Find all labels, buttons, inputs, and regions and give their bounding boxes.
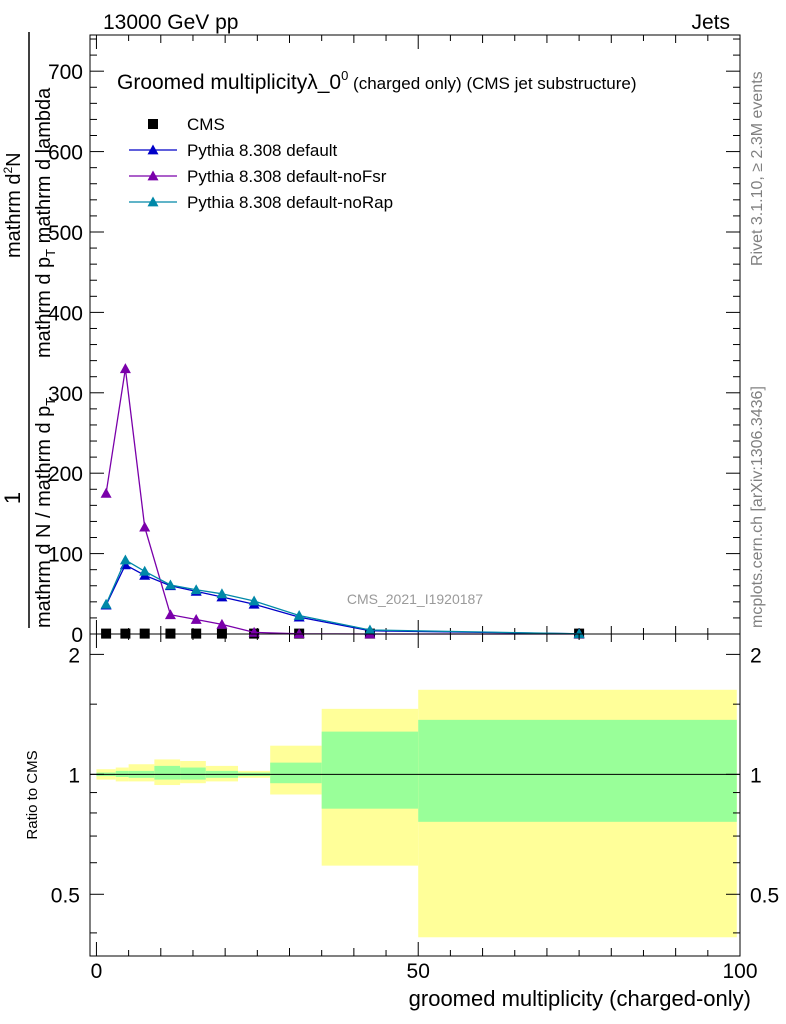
- data-point-pythia-8-308-default-norap: [100, 598, 112, 609]
- plot-title: Groomed multiplicityλ_00 (charged only) …: [117, 68, 636, 94]
- data-point-pythia-8-308-default-nofsr: [293, 628, 305, 639]
- legend-marker: [147, 144, 159, 155]
- data-point-pythia-8-308-default-nofsr: [100, 487, 112, 498]
- main-y-tick-label: 300: [48, 383, 83, 406]
- series-line-pythia-8-308-default-norap: [105, 559, 580, 635]
- ratio-frame: [89, 633, 741, 957]
- ratio-axes: 0.5 0.5 1 1 2 2 0 50 100: [51, 634, 779, 983]
- main-series-layer: [100, 363, 585, 639]
- ratio-panel: 0.5 0.5 1 1 2 2 0 50 100 Ratio to CMS groomed mu…: [24, 633, 779, 1011]
- main-y-tick-label: 600: [48, 142, 83, 165]
- x-axis-label: groomed multiplicity (charged-only): [409, 986, 751, 1011]
- legend-label: CMS: [187, 115, 225, 134]
- data-point-pythia-8-308-default-norap: [164, 579, 176, 590]
- main-y-tick-label: 200: [48, 463, 83, 486]
- ratio-y-tick-label: 0.5: [51, 884, 80, 907]
- ylabel-numerator2-sup: 2: [1, 167, 15, 174]
- legend: CMS Pythia 8.308 default Pythia 8.308 defa…: [129, 115, 393, 212]
- x-tick-label: 0: [91, 960, 103, 983]
- ylabel-numerator2-text: mathrm d: [3, 174, 25, 258]
- data-point-pythia-8-308-default-norap: [364, 624, 376, 635]
- ratio-y-tick-label-right: 2: [750, 644, 762, 667]
- ratio-y-axis-label: Ratio to CMS: [24, 750, 41, 839]
- title-sup: 0: [341, 68, 348, 83]
- ylabel-numerator2: mathrm d2N: [1, 152, 25, 258]
- ylabel-denominator: mathrm d N / mathrm d pT: [33, 398, 58, 628]
- x-tick-label: 50: [407, 960, 430, 983]
- title-main: Groomed multiplicityλ_0: [117, 71, 341, 94]
- rivet-label: Rivet 3.1.10, ≥ 2.3M events: [749, 71, 766, 266]
- ratio-band-inner: [270, 762, 322, 784]
- ylabel-denominator2-sub: T: [43, 249, 58, 257]
- data-point-pythia-8-308-default-norap: [139, 565, 151, 576]
- ylabel-denominator-text: mathrm d N / mathrm d p: [33, 406, 55, 628]
- title-tail: (charged only) (CMS jet substructure): [348, 74, 636, 93]
- analysis-label: CMS_2021_I1920187: [347, 591, 483, 607]
- main-y-axis-label: 1 mathrm d N / mathrm d pT mathrm d2N ma…: [0, 32, 58, 628]
- x-tick-label: 100: [722, 960, 757, 983]
- legend-label: Pythia 8.308 default-noFsr: [187, 167, 387, 186]
- ratio-y-tick-label-right: 1: [750, 764, 762, 787]
- ratio-bands: [96, 689, 737, 938]
- series-line-pythia-8-308-default: [105, 563, 580, 635]
- ratio-band-inner: [418, 719, 737, 822]
- ylabel-denominator2-text: mathrm d p: [33, 257, 55, 358]
- main-y-axis: 0 100 200 300 400 500 600 700: [48, 35, 741, 647]
- ylabel-numerator: 1: [0, 492, 25, 504]
- data-point-pythia-8-308-default-norap: [216, 588, 228, 599]
- data-point-pythia-8-308-default-nofsr: [119, 363, 131, 374]
- ratio-band-inner: [321, 731, 419, 809]
- ylabel-denominator2-tail: mathrm d lambda: [33, 87, 55, 249]
- legend-label: Pythia 8.308 default: [187, 141, 338, 160]
- category-label: Jets: [691, 11, 730, 34]
- mcplots-label: mcplots.cern.ch [arXiv:1306.3436]: [749, 386, 766, 628]
- data-point-pythia-8-308-default-norap: [573, 628, 585, 639]
- ylabel-numerator2-tail: N: [3, 152, 25, 166]
- ylabel-denominator2: mathrm d pT mathrm d lambda: [33, 87, 58, 358]
- main-y-tick-label: 100: [48, 544, 83, 567]
- main-y-tick-label: 500: [48, 222, 83, 245]
- legend-label: Pythia 8.308 default-noRap: [187, 193, 393, 212]
- ylabel-denominator-sub: T: [43, 398, 58, 406]
- ratio-y-tick-label: 2: [68, 644, 80, 667]
- energy-label: 13000 GeV pp: [103, 11, 238, 34]
- main-y-tick-label: 400: [48, 302, 83, 325]
- legend-marker: [147, 196, 159, 207]
- data-point-pythia-8-308-default-nofsr: [190, 614, 202, 624]
- data-point-pythia-8-308-default-norap: [293, 610, 305, 620]
- data-point-pythia-8-308-default-nofsr: [216, 618, 228, 629]
- ratio-band-inner: [180, 767, 206, 780]
- legend-marker: [147, 170, 159, 181]
- legend-marker-cms: [148, 119, 158, 129]
- ratio-band-inner: [154, 765, 181, 780]
- main-y-tick-label: 700: [48, 61, 83, 84]
- main-y-tick-label: 0: [71, 624, 83, 647]
- ratio-y-tick-label: 1: [68, 764, 80, 787]
- ratio-y-tick-label-right: 0.5: [750, 884, 779, 907]
- data-point-pythia-8-308-default-norap: [248, 595, 260, 606]
- data-point-pythia-8-308-default-norap: [190, 584, 202, 595]
- data-point-pythia-8-308-default-norap: [119, 554, 131, 565]
- data-point-pythia-8-308-default-nofsr: [139, 521, 151, 532]
- main-panel: 0 100 200 300 400 500 600 700 Groomed multiplic…: [0, 32, 741, 647]
- series-line-pythia-8-308-default-nofsr: [105, 368, 580, 635]
- data-point-pythia-8-308-default-nofsr: [164, 609, 176, 620]
